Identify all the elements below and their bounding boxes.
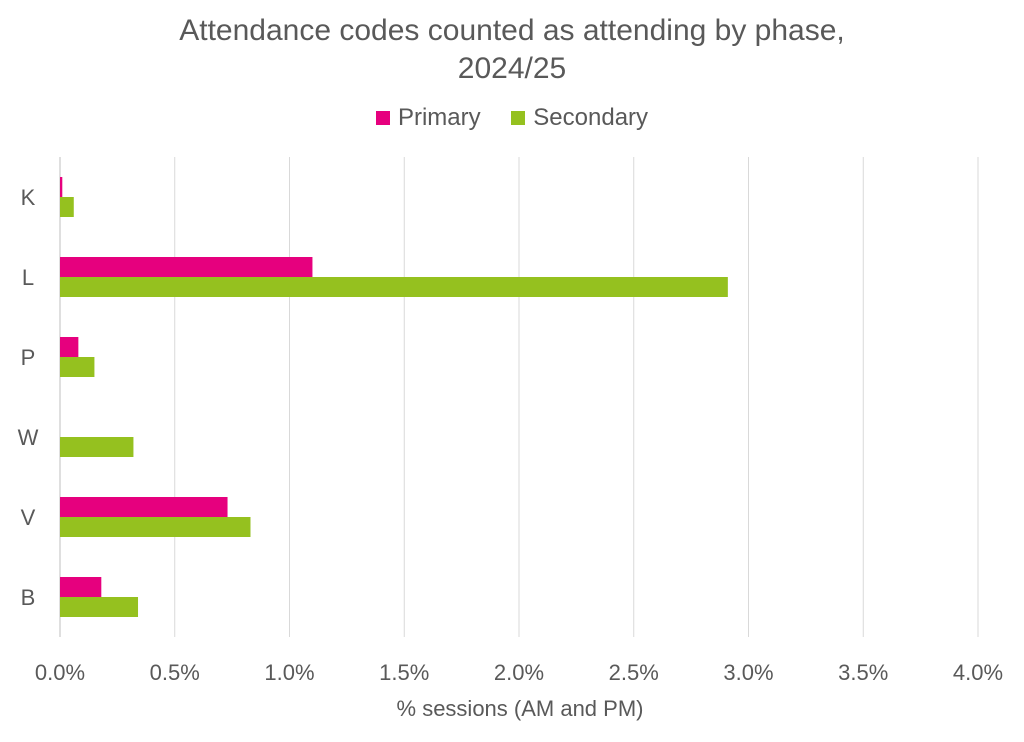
- y-tick-label: K: [21, 185, 36, 210]
- x-tick-label: 1.5%: [379, 660, 429, 685]
- y-tick-label: P: [21, 345, 36, 370]
- bar-primary-l: [60, 257, 313, 277]
- bar-secondary-b: [60, 597, 139, 617]
- x-tick-label: 3.5%: [838, 660, 888, 685]
- bars: [60, 177, 728, 617]
- x-tick-label: 2.5%: [609, 660, 659, 685]
- bar-secondary-v: [60, 517, 251, 537]
- bar-primary-k: [60, 177, 63, 197]
- y-tick-label: L: [22, 265, 34, 290]
- y-axis-labels: K L P W V B: [18, 185, 39, 610]
- chart-title-line-1: Attendance codes counted as attending by…: [179, 14, 845, 47]
- bar-secondary-w: [60, 437, 134, 457]
- bar-secondary-p: [60, 357, 95, 377]
- y-tick-label: B: [21, 585, 36, 610]
- bar-primary-b: [60, 577, 102, 597]
- bar-secondary-k: [60, 197, 74, 217]
- x-axis-title: % sessions (AM and PM): [397, 696, 644, 721]
- x-tick-label: 3.0%: [723, 660, 773, 685]
- x-tick-label: 0.5%: [150, 660, 200, 685]
- bar-primary-p: [60, 337, 79, 357]
- chart-title-line-2: 2024/25: [457, 52, 567, 85]
- bar-secondary-l: [60, 277, 728, 297]
- legend-swatch-secondary: [511, 111, 526, 125]
- legend-swatch-primary: [375, 111, 390, 125]
- legend: Primary Secondary: [0, 102, 1024, 134]
- y-tick-label: V: [21, 505, 36, 530]
- legend-label-secondary: Secondary: [533, 104, 649, 131]
- x-tick-label: 2.0%: [494, 660, 544, 685]
- x-tick-label: 4.0%: [953, 660, 1003, 685]
- x-tick-label: 1.0%: [264, 660, 314, 685]
- x-tick-label: 0.0%: [35, 660, 85, 685]
- x-axis-labels: 0.0% 0.5% 1.0% 1.5% 2.0% 2.5% 3.0% 3.5% 4.0%: [35, 660, 1003, 685]
- y-tick-label: W: [18, 425, 39, 450]
- chart-title: Attendance codes counted as attending by…: [0, 12, 1024, 88]
- legend-label-primary: Primary: [397, 104, 481, 131]
- legend-item-primary: Primary: [375, 102, 481, 134]
- bar-primary-v: [60, 497, 228, 517]
- legend-item-secondary: Secondary: [511, 102, 648, 134]
- gridlines: [59, 157, 979, 637]
